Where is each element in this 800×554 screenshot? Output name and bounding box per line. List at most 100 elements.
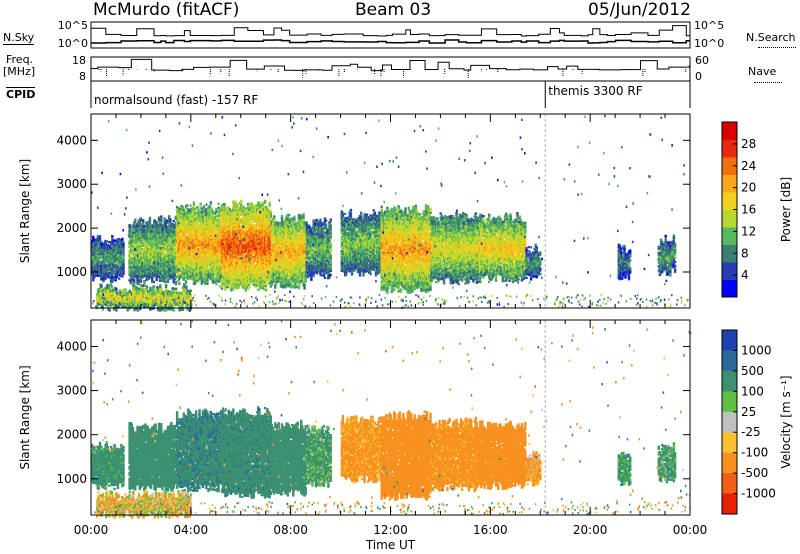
echo-cell xyxy=(215,283,217,285)
echo-cell xyxy=(273,219,275,221)
echo-cell xyxy=(111,271,113,273)
echo-cell xyxy=(178,283,180,285)
echo-cell xyxy=(195,259,197,261)
echo-cell xyxy=(166,219,168,221)
echo-cell xyxy=(135,270,137,272)
echo-cell xyxy=(145,279,147,281)
echo-cell xyxy=(138,279,140,281)
echo-cell xyxy=(197,280,199,282)
echo-cell xyxy=(166,241,168,243)
echo-cell xyxy=(112,241,114,243)
echo-cell xyxy=(210,203,212,205)
echo-cell xyxy=(141,240,143,242)
echo-cell xyxy=(228,283,230,285)
echo-cell xyxy=(270,216,272,218)
echo-cell xyxy=(112,279,114,281)
echo-cell xyxy=(274,284,276,286)
echo-cell xyxy=(283,245,285,247)
echo-cell xyxy=(122,243,124,245)
echo-cell xyxy=(274,286,276,288)
echo-cell xyxy=(122,263,124,265)
noise-sky-line xyxy=(91,26,690,36)
echo-cell xyxy=(201,207,203,209)
echo-cell xyxy=(265,283,267,285)
echo-cell xyxy=(230,285,232,287)
echo-cell xyxy=(240,202,242,204)
echo-cell xyxy=(99,237,101,239)
echo-cell xyxy=(215,208,217,210)
echo-cell xyxy=(138,246,140,248)
echo-cell xyxy=(173,281,175,283)
freq-ytick-right: 60 xyxy=(695,54,709,67)
echo-cell xyxy=(262,202,264,204)
echo-cell xyxy=(122,271,124,273)
echo-cell xyxy=(198,276,200,278)
echo-cell xyxy=(118,242,120,244)
echo-cell xyxy=(162,248,164,250)
echo-cell xyxy=(115,279,117,281)
echo-cell xyxy=(175,277,177,279)
echo-cell xyxy=(106,240,108,242)
echo-cell xyxy=(240,204,242,206)
echo-cell xyxy=(223,203,225,205)
echo-cell xyxy=(138,283,140,285)
echo-cell xyxy=(122,269,124,271)
frequency-panel: 188600 xyxy=(72,54,709,83)
echo-cell xyxy=(149,219,151,221)
freq-ytick-left: 8 xyxy=(79,70,86,83)
echo-cell xyxy=(266,208,268,210)
echo-cell xyxy=(270,212,272,214)
echo-cell xyxy=(248,205,250,207)
echo-cell xyxy=(270,210,272,212)
echo-cell xyxy=(253,262,255,264)
echo-cell xyxy=(167,277,169,279)
freq-ytick-right: 0 xyxy=(695,70,702,83)
echo-cell xyxy=(199,205,201,207)
echo-cell xyxy=(120,249,122,251)
echo-cell xyxy=(279,240,281,242)
echo-cell xyxy=(230,287,232,289)
echo-cell xyxy=(113,260,115,262)
echo-cell xyxy=(179,268,181,270)
echo-cell xyxy=(149,276,151,278)
echo-cell xyxy=(216,280,218,282)
echo-cell xyxy=(282,286,284,288)
echo-cell xyxy=(206,281,208,283)
echo-cell xyxy=(112,239,114,241)
echo-cell xyxy=(193,203,195,205)
echo-cell xyxy=(158,216,160,218)
echo-cell xyxy=(238,223,240,225)
echo-cell xyxy=(183,278,185,280)
echo-cell xyxy=(133,279,135,281)
echo-cell xyxy=(116,276,118,278)
power-echo-cells xyxy=(91,115,688,312)
echo-cell xyxy=(281,219,283,221)
echo-cell xyxy=(201,282,203,284)
echo-cell xyxy=(122,251,124,253)
echo-cell xyxy=(212,276,214,278)
echo-cell xyxy=(236,287,238,289)
echo-cell xyxy=(224,289,226,291)
echo-cell xyxy=(140,278,142,280)
echo-cell xyxy=(100,241,102,243)
noise-ytick-right: 10^5 xyxy=(694,19,724,32)
echo-cell xyxy=(175,281,177,283)
echo-cell xyxy=(122,259,124,261)
echo-cell xyxy=(212,282,214,284)
echo-cell xyxy=(182,206,184,208)
echo-cell xyxy=(225,207,227,209)
echo-cell xyxy=(220,274,222,276)
echo-cell xyxy=(233,278,235,280)
echo-cell xyxy=(151,279,153,281)
echo-cell xyxy=(249,278,251,280)
echo-cell xyxy=(182,226,184,228)
echo-cell xyxy=(229,208,231,210)
echo-cell xyxy=(97,243,99,245)
echo-cell xyxy=(281,217,283,219)
echo-cell xyxy=(138,281,140,283)
echo-cell xyxy=(167,279,169,281)
echo-cell xyxy=(169,220,171,222)
echo-cell xyxy=(130,254,132,256)
echo-cell xyxy=(273,215,275,217)
echo-cell xyxy=(187,216,189,218)
